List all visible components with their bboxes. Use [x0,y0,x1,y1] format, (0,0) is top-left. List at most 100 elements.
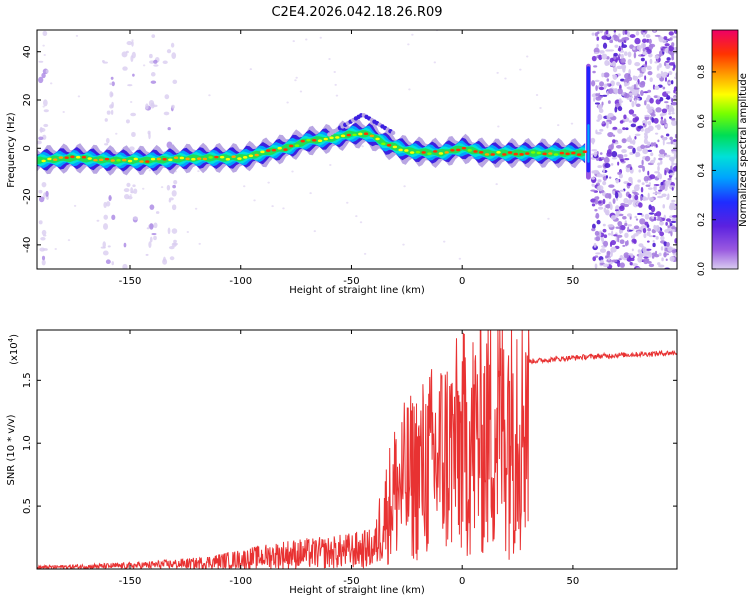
noise-blob [668,62,675,66]
noise-blob [642,123,645,126]
noise-blob [151,232,157,236]
noise-blob [669,156,676,159]
noise-blob [629,140,633,144]
noise-blob [105,201,111,207]
noise-blob [642,228,647,234]
noise-blob [610,239,617,246]
noise-blob [620,57,626,64]
ridge-core [70,155,75,159]
noise-blob [107,245,111,248]
noise-blob [286,101,289,104]
noise-blob [628,193,632,199]
noise-blob [602,42,608,49]
ridge-core [479,151,484,154]
noise-blob [163,111,170,116]
noise-blob [638,202,643,208]
noise-blob [294,79,297,82]
noise-blob [642,30,646,33]
noise-blob [670,118,676,121]
noise-blob [408,88,411,91]
noise-blob [647,227,652,232]
noise-blob [641,66,647,73]
noise-blob [670,158,675,163]
noise-blob [598,54,603,61]
noise-blob [208,94,211,97]
noise-blob [168,197,174,201]
colorbar: 0.0 0.2 0.4 0.6 0.8 Normalized spectral ampl… [697,29,749,276]
noise-blob [673,89,676,94]
noise-blob [643,175,649,182]
noise-blob [198,242,201,245]
noise-blob [660,48,664,51]
ridge-core [358,132,363,136]
noise-blob [621,138,627,144]
colorbar-tick-label: 0.4 [697,163,707,178]
noise-blob [605,204,611,209]
noise-blob [168,246,175,250]
noise-blob [547,217,550,220]
noise-blob [38,196,45,203]
ridge-core [248,154,254,158]
noise-blob [602,198,606,205]
noise-blob [666,57,671,61]
noise-blob [631,100,635,108]
noise-blob [594,196,600,200]
ridge-core [329,136,334,140]
noise-blob [402,243,405,246]
colorbar-tick-label: 0.6 [697,114,707,129]
noise-blob [110,76,114,80]
noise-blob [148,169,152,172]
noise-blob [640,214,645,217]
noise-blob [105,259,111,265]
noise-blob [130,191,135,194]
noise-blob [539,107,542,110]
noise-blob [670,139,674,145]
noise-blob [608,49,615,52]
noise-blob [637,75,642,78]
noise-blob [594,199,599,205]
noise-blob [39,247,45,252]
noise-blob [657,165,660,172]
noise-blob [647,94,651,98]
ridge-core [242,156,248,159]
noise-blob [628,120,633,123]
noise-blob [496,71,499,74]
noise-blob [594,32,598,37]
noise-blob [626,97,633,101]
noise-blob [607,232,612,236]
noise-blob [642,196,647,202]
noise-blob [173,179,178,185]
noise-blob [602,180,607,186]
noise-blob [38,136,44,141]
noise-blob [657,216,663,219]
noise-blob [591,149,598,152]
noise-blob [595,93,599,97]
noise-blob [613,30,617,33]
noise-blob [637,256,643,263]
noise-blob [671,229,676,232]
noise-blob [654,132,659,135]
noise-blob [411,33,414,36]
noise-blob [655,107,662,113]
noise-blob [335,94,339,97]
colorbar-ticks: 0.0 0.2 0.4 0.6 0.8 [697,64,716,276]
noise-blob [656,73,662,79]
ridge-core [179,156,185,160]
noise-blob [653,185,657,191]
noise-blob [591,177,596,180]
noise-blob [603,72,610,78]
noise-blob [620,53,624,59]
snr-multiplier: (x104) [7,334,20,365]
noise-blob [42,234,47,237]
noise-blob [132,73,135,77]
noise-blob [597,114,603,121]
noise-blob [45,69,49,74]
noise-blob [668,104,674,111]
ridge-core [93,158,98,162]
noise-blob [663,252,667,258]
noise-blob [674,177,677,180]
noise-blob [592,169,600,174]
noise-blob [601,121,605,125]
